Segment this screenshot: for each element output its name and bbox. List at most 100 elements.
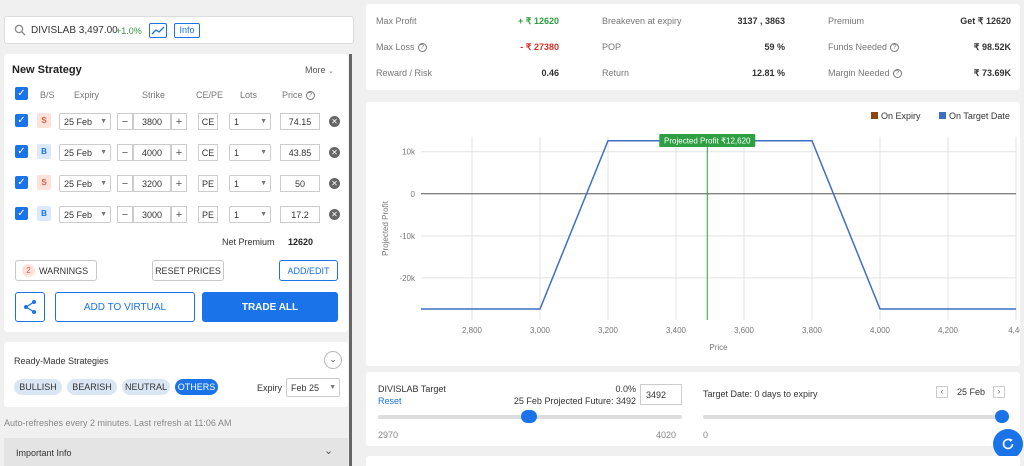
date-prev-button[interactable]: ‹ [936,386,948,398]
strike-decrement-button[interactable]: − [117,144,133,161]
filter-bullish[interactable]: BULLISH [14,379,62,395]
strike-input[interactable]: 3200 [133,175,171,192]
y-tick-label: -20k [399,274,416,283]
leg-row: ✓ S 25 Feb ▼ − 3200 + PE 1 ▼ 50 ✕ [4,173,348,193]
option-type[interactable]: CE [198,144,218,161]
more-menu[interactable]: More ⌄ [305,65,334,75]
select-all-checkbox[interactable]: ✓ [15,87,28,100]
strike-increment-button[interactable]: + [171,144,187,161]
price-input[interactable]: 74.15 [280,113,320,130]
warnings-button[interactable]: 2 WARNINGS [15,260,97,281]
leg-checkbox[interactable]: ✓ [15,114,28,127]
target-date-slider-track[interactable] [703,415,1009,419]
filter-others[interactable]: OTHERS [175,379,218,395]
x-axis-label: Price [709,343,728,352]
search-bar[interactable]: DIVISLAB 3,497.00 +1.0% Info [4,16,354,44]
pop-label: POP [602,42,622,52]
remove-leg-icon[interactable]: ✕ [329,178,340,189]
leg-checkbox[interactable]: ✓ [15,207,28,220]
expiry-select[interactable]: 25 Feb ▼ [59,113,111,130]
strike-decrement-button[interactable]: − [117,206,133,223]
strike-input[interactable]: 3000 [133,206,171,223]
remove-leg-icon[interactable]: ✕ [329,209,340,220]
leg-checkbox[interactable]: ✓ [15,176,28,189]
option-type[interactable]: PE [198,175,218,192]
lots-select[interactable]: 1 ▼ [229,144,271,161]
dropdown-arrow-icon: ▼ [260,211,267,218]
x-tick-label: 4,000 [870,326,891,335]
dropdown-arrow-icon: ▼ [260,118,267,125]
target-reset-link[interactable]: Reset [378,396,402,406]
help-icon[interactable]: ? [892,69,902,79]
x-tick-label: 3,400 [666,326,687,335]
strike-input[interactable]: 3800 [133,113,171,130]
expiry-filter-select[interactable]: Feb 25 ▼ [286,378,340,397]
legend-on-target-date[interactable]: On Target Date [939,111,1010,121]
refresh-button[interactable] [993,429,1023,459]
trade-all-button[interactable]: TRADE ALL [202,292,338,322]
important-info-bar[interactable]: Important Info ⌄ [4,438,348,466]
strike-increment-button[interactable]: + [171,206,187,223]
sell-badge[interactable]: S [37,175,51,190]
help-icon[interactable]: ? [417,43,427,53]
help-icon[interactable]: ? [890,43,900,53]
target-date-title: Target Date: 0 days to expiry [703,389,818,399]
collapse-chevron-icon[interactable]: ⌄ [324,351,342,369]
expiry-select[interactable]: 25 Feb ▼ [59,144,111,161]
new-strategy-panel: New Strategy More ⌄ ✓ B/S Expiry Strike … [4,54,348,332]
stats-panel: Max Profit + ₹ 12620 Max Loss? - ₹ 27380… [366,4,1020,90]
lots-select[interactable]: 1 ▼ [229,175,271,192]
lots-select[interactable]: 1 ▼ [229,113,271,130]
remove-leg-icon[interactable]: ✕ [329,147,340,158]
dropdown-arrow-icon: ▼ [100,211,107,218]
expiry-select[interactable]: 25 Feb ▼ [59,175,111,192]
reward-risk-value: 0.46 [541,68,559,78]
strike-decrement-button[interactable]: − [117,175,133,192]
remove-leg-icon[interactable]: ✕ [329,116,340,127]
dropdown-arrow-icon: ▼ [100,180,107,187]
filter-neutral[interactable]: NEUTRAL [122,379,170,395]
refresh-note: Auto-refreshes every 2 minutes. Last ref… [4,418,232,428]
leg-checkbox[interactable]: ✓ [15,145,28,158]
sell-badge[interactable]: S [37,113,51,128]
date-next-button[interactable]: › [993,386,1005,398]
dropdown-arrow-icon: ▼ [260,149,267,156]
premium-label: Premium [828,16,865,26]
legend-on-expiry[interactable]: On Expiry [871,111,921,121]
add-edit-button[interactable]: ADD/EDIT [279,260,338,281]
target-date-value: 25 Feb [957,387,986,397]
add-to-virtual-button[interactable]: ADD TO VIRTUAL [55,292,195,322]
breakeven-label: Breakeven at expiry [602,16,682,26]
chevron-down-icon: ⌄ [328,68,334,75]
strike-input[interactable]: 4000 [133,144,171,161]
reward-risk-label: Reward / Risk [376,68,433,78]
buy-badge[interactable]: B [37,144,51,159]
strike-increment-button[interactable]: + [171,113,187,130]
help-icon[interactable]: ? [305,91,315,101]
reset-prices-button[interactable]: RESET PRICES [152,260,224,281]
panel-scrollbar[interactable] [349,54,352,466]
option-type[interactable]: PE [198,206,218,223]
strike-increment-button[interactable]: + [171,175,187,192]
net-premium-value: 12620 [288,237,314,247]
lots-select[interactable]: 1 ▼ [229,206,271,223]
buy-badge[interactable]: B [37,206,51,221]
filter-bearish[interactable]: BEARISH [67,379,117,395]
projection-label-bg [659,134,756,147]
strike-decrement-button[interactable]: − [117,113,133,130]
payoff-chart-panel: On Expiry On Target Date 2,800 3,000 3,200… [366,102,1020,366]
target-price-input[interactable]: 3492 [640,384,682,405]
symbol-change: +1.0% [116,26,142,36]
max-loss-value: - ₹ 27380 [520,42,559,52]
price-input[interactable]: 17.2 [280,206,320,223]
share-button[interactable] [15,292,45,322]
option-type[interactable]: CE [198,113,218,130]
price-input[interactable]: 50 [280,175,320,192]
chart-icon[interactable] [149,23,167,38]
info-button[interactable]: Info [174,23,200,38]
target-price-slider-thumb[interactable] [521,410,538,423]
x-tick-label: 3,600 [734,326,755,335]
target-date-slider-thumb[interactable] [995,410,1009,423]
expiry-select[interactable]: 25 Feb ▼ [59,206,111,223]
price-input[interactable]: 43.85 [280,144,320,161]
